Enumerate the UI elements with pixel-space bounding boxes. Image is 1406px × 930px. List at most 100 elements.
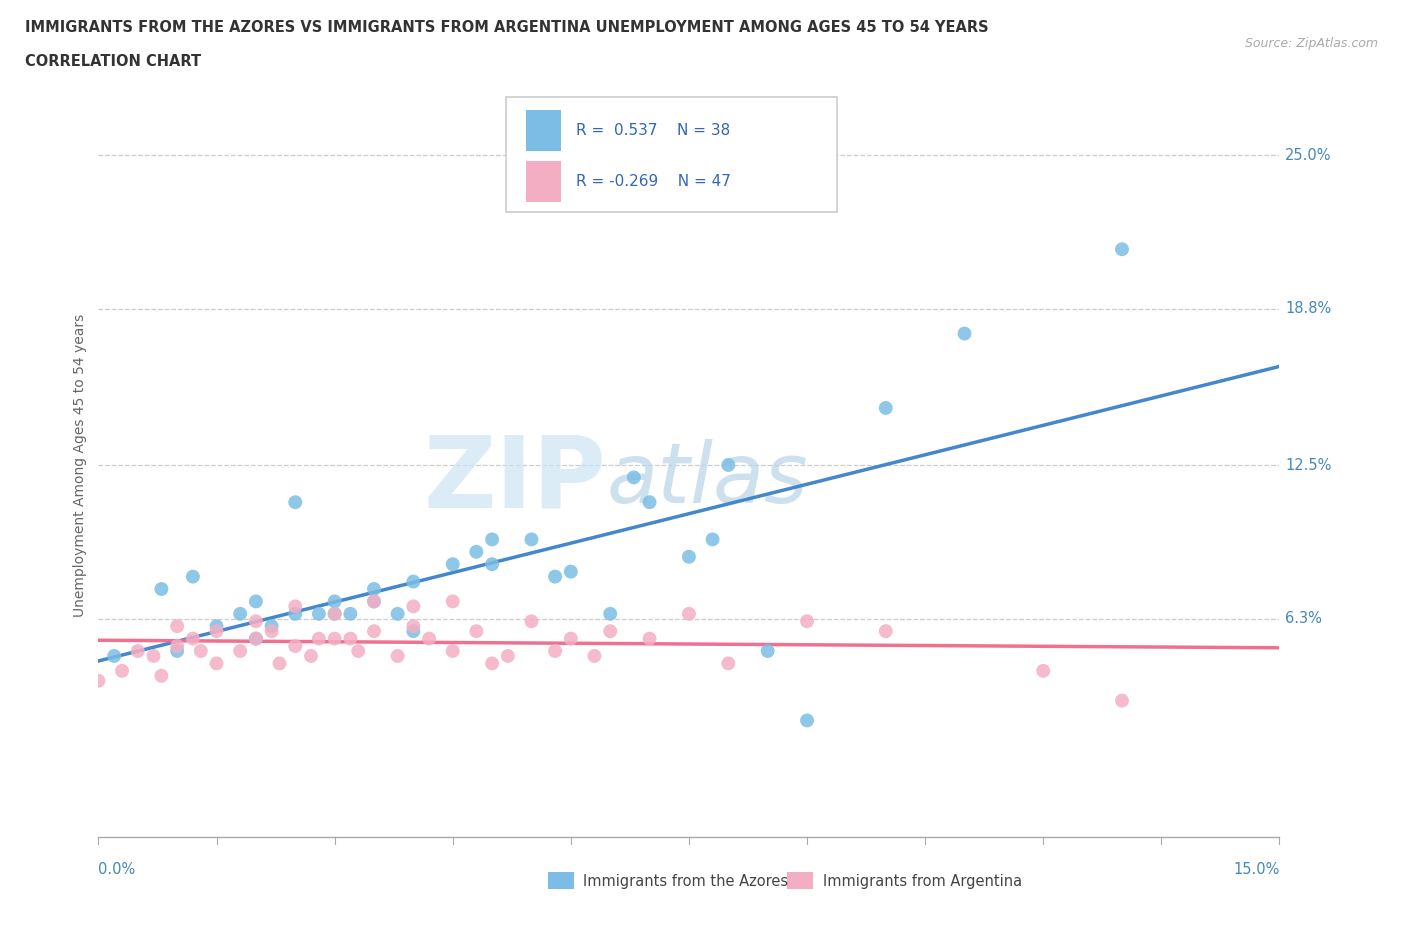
- Text: Immigrants from the Azores: Immigrants from the Azores: [583, 874, 789, 889]
- Text: 6.3%: 6.3%: [1285, 611, 1322, 626]
- Point: [441, 594, 464, 609]
- Text: R = -0.269    N = 47: R = -0.269 N = 47: [575, 174, 731, 189]
- Point: [623, 470, 645, 485]
- Point: [103, 648, 125, 663]
- Point: [418, 631, 440, 646]
- Text: 15.0%: 15.0%: [1233, 862, 1279, 877]
- Point: [245, 594, 267, 609]
- Point: [481, 532, 503, 547]
- Point: [323, 606, 346, 621]
- Point: [544, 569, 567, 584]
- Point: [1032, 663, 1054, 678]
- Point: [387, 648, 409, 663]
- Point: [245, 631, 267, 646]
- Point: [481, 557, 503, 572]
- Point: [560, 565, 582, 579]
- Point: [205, 618, 228, 633]
- Point: [702, 532, 724, 547]
- Point: [402, 599, 425, 614]
- Text: R =  0.537    N = 38: R = 0.537 N = 38: [575, 123, 730, 139]
- Point: [347, 644, 370, 658]
- Point: [441, 557, 464, 572]
- Point: [323, 594, 346, 609]
- Point: [520, 614, 543, 629]
- Point: [111, 663, 134, 678]
- Point: [481, 656, 503, 671]
- Point: [717, 458, 740, 472]
- Point: [441, 644, 464, 658]
- FancyBboxPatch shape: [526, 110, 561, 151]
- Point: [260, 624, 283, 639]
- Point: [284, 495, 307, 510]
- Point: [717, 656, 740, 671]
- Bar: [787, 872, 813, 889]
- Point: [284, 639, 307, 654]
- Point: [638, 631, 661, 646]
- Point: [678, 606, 700, 621]
- Point: [150, 669, 173, 684]
- Point: [323, 606, 346, 621]
- Point: [796, 713, 818, 728]
- Point: [875, 401, 897, 416]
- Point: [323, 631, 346, 646]
- Point: [363, 594, 385, 609]
- Point: [166, 639, 188, 654]
- Point: [181, 631, 204, 646]
- Point: [308, 606, 330, 621]
- Point: [796, 614, 818, 629]
- Text: 18.8%: 18.8%: [1285, 301, 1331, 316]
- Point: [402, 624, 425, 639]
- Text: Source: ZipAtlas.com: Source: ZipAtlas.com: [1244, 37, 1378, 50]
- Point: [583, 648, 606, 663]
- Point: [560, 631, 582, 646]
- Text: ZIP: ZIP: [423, 432, 606, 528]
- Point: [127, 644, 149, 658]
- Point: [339, 606, 361, 621]
- Point: [953, 326, 976, 341]
- Point: [229, 644, 252, 658]
- Point: [142, 648, 165, 663]
- Point: [229, 606, 252, 621]
- Point: [150, 581, 173, 596]
- Point: [284, 599, 307, 614]
- Point: [205, 656, 228, 671]
- Text: atlas: atlas: [606, 439, 808, 521]
- Bar: [548, 872, 574, 889]
- Point: [756, 644, 779, 658]
- Point: [308, 631, 330, 646]
- Point: [496, 648, 519, 663]
- Point: [465, 544, 488, 559]
- Point: [190, 644, 212, 658]
- Point: [339, 631, 361, 646]
- Point: [363, 594, 385, 609]
- Point: [1111, 693, 1133, 708]
- Point: [205, 624, 228, 639]
- Point: [520, 532, 543, 547]
- Point: [87, 673, 110, 688]
- Point: [599, 606, 621, 621]
- Point: [363, 624, 385, 639]
- Point: [875, 624, 897, 639]
- Point: [299, 648, 322, 663]
- Point: [402, 574, 425, 589]
- Text: Immigrants from Argentina: Immigrants from Argentina: [823, 874, 1022, 889]
- Text: 12.5%: 12.5%: [1285, 458, 1331, 472]
- FancyBboxPatch shape: [526, 161, 561, 202]
- Point: [638, 495, 661, 510]
- Y-axis label: Unemployment Among Ages 45 to 54 years: Unemployment Among Ages 45 to 54 years: [73, 313, 87, 617]
- Text: CORRELATION CHART: CORRELATION CHART: [25, 54, 201, 69]
- Point: [245, 614, 267, 629]
- Point: [678, 550, 700, 565]
- Point: [284, 606, 307, 621]
- Point: [1111, 242, 1133, 257]
- Point: [166, 618, 188, 633]
- Point: [387, 606, 409, 621]
- Point: [245, 631, 267, 646]
- Text: 0.0%: 0.0%: [98, 862, 135, 877]
- Point: [465, 624, 488, 639]
- FancyBboxPatch shape: [506, 97, 837, 212]
- Point: [260, 618, 283, 633]
- Point: [181, 569, 204, 584]
- Point: [363, 581, 385, 596]
- Point: [402, 618, 425, 633]
